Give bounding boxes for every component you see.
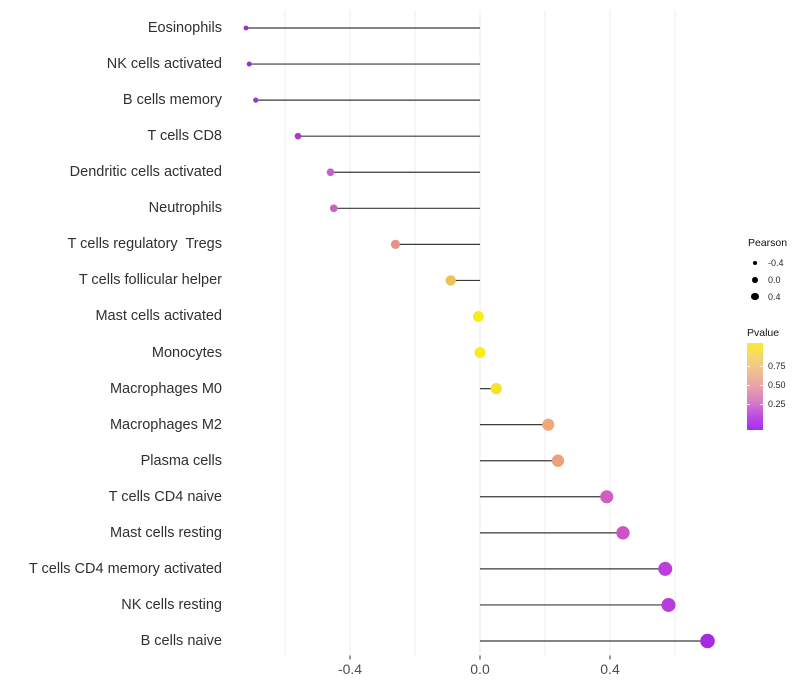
lollipop-dot (542, 418, 555, 431)
lollipop-dot (700, 633, 715, 649)
lollipop-dot (616, 526, 630, 540)
lollipop-dot (390, 239, 401, 249)
y-axis-label: Monocytes (151, 344, 222, 361)
lollipop-dot (326, 168, 335, 177)
y-axis-label: T cells regulatory Tregs (67, 236, 222, 253)
y-axis-label: B cells naive (140, 633, 222, 650)
lollipop-dot (472, 311, 484, 322)
y-axis-label: Dendritic cells activated (69, 164, 222, 181)
lollipop-dot (658, 561, 673, 576)
lollipop-dot (445, 275, 456, 286)
y-axis-label: T cells follicular helper (78, 272, 222, 289)
lollipop-dot (294, 132, 302, 140)
x-tick-label: 0.4 (600, 661, 620, 677)
lollipop-dot (474, 347, 486, 359)
x-tick-label: 0.0 (470, 661, 490, 677)
y-axis-label: Macrophages M0 (109, 380, 222, 397)
y-axis-label: NK cells activated (106, 56, 222, 73)
lollipop-dot (243, 25, 249, 31)
lollipop-dot (246, 61, 252, 67)
x-tick-label: -0.4 (337, 661, 363, 677)
lollipop-dot (329, 204, 338, 213)
y-axis-label: Mast cells activated (95, 308, 222, 325)
lollipop-dot (661, 597, 676, 612)
y-axis-label: T cells CD4 naive (108, 488, 222, 505)
y-axis-label: NK cells resting (121, 596, 222, 613)
y-axis-label: T cells CD4 memory activated (28, 560, 222, 577)
y-axis-label: B cells memory (122, 92, 222, 109)
y-axis-label: Plasma cells (140, 452, 222, 469)
lollipop-dot (253, 97, 259, 103)
y-axis-label: Mast cells resting (109, 524, 222, 541)
y-axis-label: Neutrophils (148, 200, 222, 217)
y-axis-label: Eosinophils (147, 20, 222, 36)
lollipop-dot (551, 454, 565, 467)
y-axis-label: T cells CD8 (147, 128, 222, 145)
lollipop-dot (600, 490, 614, 504)
lollipop-dot (490, 382, 502, 395)
y-axis-label: Macrophages M2 (109, 416, 222, 433)
